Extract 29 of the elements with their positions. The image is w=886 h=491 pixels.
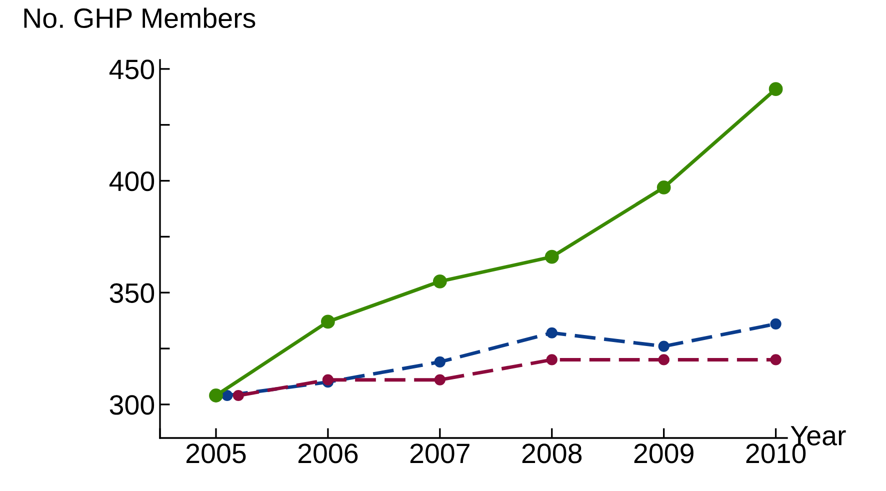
x-tick-label: 2006 [298,444,358,464]
point [546,327,558,338]
point [768,82,783,96]
x-tick-label: 2007 [410,444,470,464]
y-tick-label: 350 [110,283,154,303]
point [434,356,446,368]
x-tick-label: 2008 [522,444,582,464]
point [434,374,446,386]
point [544,250,559,264]
x-axis-title: Year [790,426,846,446]
point [232,390,244,402]
point [432,274,447,288]
y-axis-title: No. GHP Members [24,8,256,28]
y-tick-label: 400 [109,171,154,192]
y-tick-label: 450 [109,60,154,80]
x-tick-label: 2005 [186,444,246,464]
point [322,374,334,386]
point [656,180,671,194]
point [770,354,782,366]
y-tick-label: 300 [110,395,154,415]
x-tick-label: 2009 [634,444,694,464]
point [658,354,670,366]
point [321,314,335,329]
point [222,390,233,402]
point [209,388,223,402]
point [546,354,558,366]
point [770,318,782,330]
x-tick-label: 2010 [746,444,806,464]
point [658,340,670,352]
